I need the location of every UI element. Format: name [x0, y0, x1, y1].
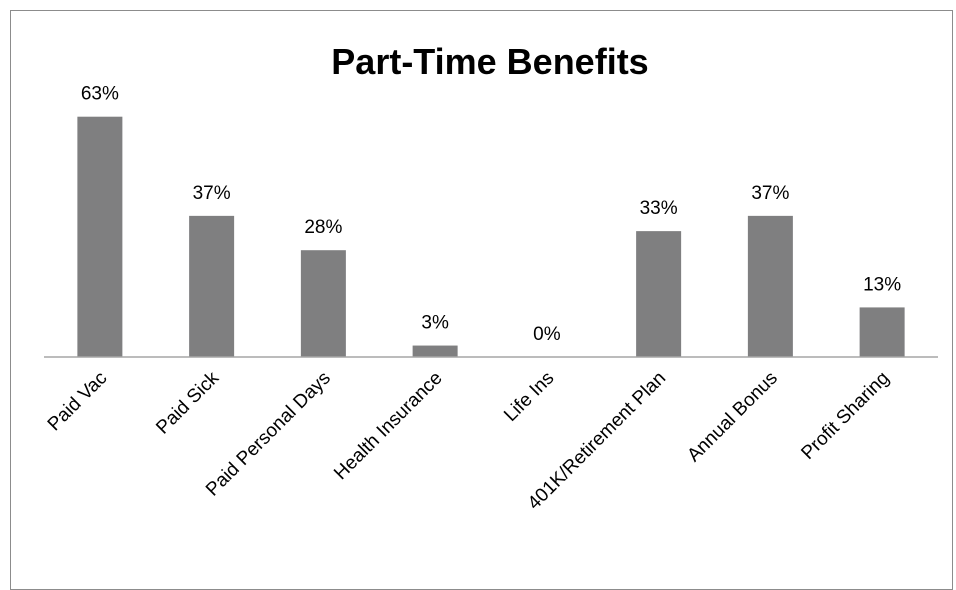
data-label-4: 3% — [421, 313, 449, 334]
category-label-3: Paid Personal Days — [202, 368, 335, 501]
category-label-1: Paid Vac — [44, 368, 112, 436]
category-label-5: Life Ins — [500, 368, 558, 426]
category-label-4: Health Insurance — [330, 368, 446, 484]
category-label-7: Annual Bonus — [683, 368, 782, 467]
bar-7 — [747, 215, 793, 357]
data-labels-layer: 63% 37% 28% 3% 0% 33% 37% 13% — [81, 84, 901, 345]
category-label-2: Paid Sick — [152, 367, 223, 438]
category-label-8: Profit Sharing — [797, 368, 893, 464]
data-label-6: 33% — [640, 198, 678, 219]
bar-6 — [636, 231, 682, 357]
data-label-5: 0% — [533, 324, 561, 345]
bar-4 — [412, 345, 458, 357]
bars-layer — [77, 116, 905, 357]
bar-1 — [77, 116, 123, 357]
data-label-1: 63% — [81, 84, 119, 105]
data-label-2: 37% — [193, 183, 231, 204]
bar-8 — [859, 307, 905, 357]
bar-3 — [300, 250, 346, 357]
bar-2 — [189, 215, 235, 357]
data-label-7: 37% — [751, 183, 789, 204]
data-label-8: 13% — [863, 274, 901, 295]
chart-title: Part-Time Benefits — [331, 41, 648, 82]
chart-area — [10, 10, 953, 590]
data-label-3: 28% — [304, 217, 342, 238]
